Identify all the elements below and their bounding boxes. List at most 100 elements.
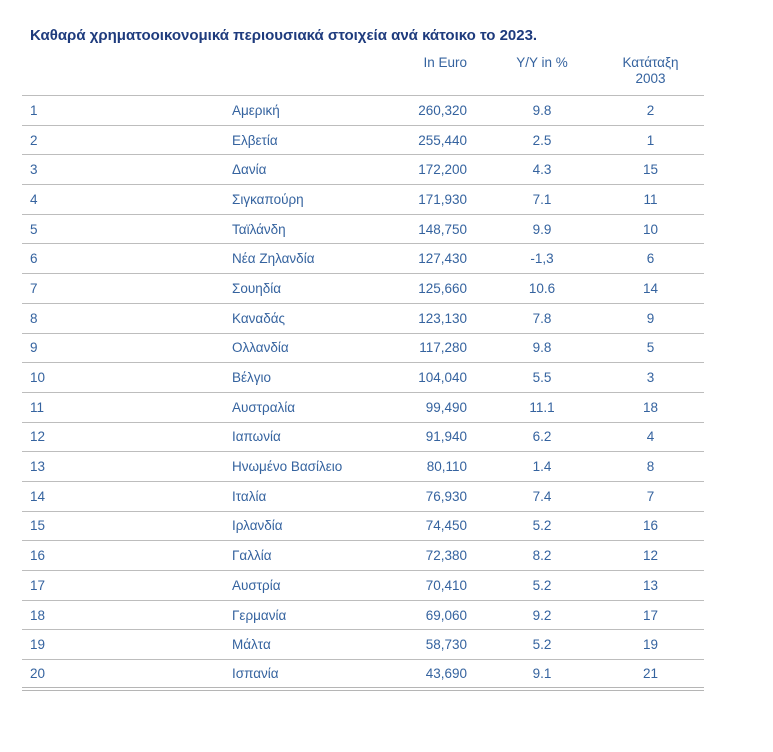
euro-value-cell: 127,430 [380, 243, 467, 275]
rank-2003-cell: 21 [642, 666, 659, 682]
euro-value-cell: 123,130 [380, 303, 467, 334]
yoy-value-cell: 10.6 [467, 273, 617, 304]
table-row: 3 Δανία 172,200 4.3 15 [22, 154, 704, 186]
table-header-row: In Euro Y/Y in % Κατάταξη 2003 [22, 45, 704, 96]
country-cell: Ιαπωνία [232, 422, 380, 453]
rank-2023-cell: 2 [22, 125, 232, 156]
euro-value-cell: 260,320 [380, 95, 467, 126]
country-cell: Μάλτα [232, 629, 380, 661]
rank-2023-cell: 6 [22, 243, 232, 275]
yoy-value-cell: 7.8 [467, 303, 617, 334]
country-cell: Αυστραλία [232, 392, 380, 423]
table-row: 6 Νέα Ζηλανδία 127,430 -1,3 6 [22, 243, 704, 275]
yoy-value-cell: 1.4 [467, 451, 617, 482]
rank-2003-cell: 13 [617, 570, 704, 601]
euro-value-cell: 99,490 [380, 392, 467, 423]
table-row: 1 Αμερική 260,320 9.8 2 [22, 95, 704, 126]
column-header-rank-blank [22, 45, 232, 96]
rank-2003-cell: 17 [617, 600, 704, 631]
rank-2003-cell: 11 [617, 184, 704, 215]
table-row: 16 Γαλλία 72,380 8.2 12 [22, 540, 704, 571]
country-cell: Ελβετία [232, 125, 380, 156]
rank-2023-cell: 12 [22, 422, 232, 453]
rank-2003-cell: 7 [617, 481, 704, 512]
rank-2023-cell: 9 [22, 333, 232, 364]
euro-value-cell: 148,750 [380, 214, 467, 245]
column-header-rank-2003-line2: 2003 [635, 71, 666, 86]
page-title: Καθαρά χρηματοοικονομικά περιουσιακά στο… [30, 27, 538, 44]
yoy-value-cell: -1,3 [467, 243, 617, 275]
country-cell: Ολλανδία [232, 333, 380, 364]
rank-2003-cell: 15 [617, 154, 704, 186]
table-row: 9 Ολλανδία 117,280 9.8 5 [22, 333, 704, 364]
euro-value-cell: 69,060 [380, 600, 467, 631]
country-cell: Αυστρία [232, 570, 380, 601]
euro-value-cell: 72,380 [380, 540, 467, 571]
rank-2003-cell: 19 [617, 629, 704, 661]
rank-2003-cell: 9 [617, 303, 704, 334]
rank-2023-cell: 11 [22, 392, 232, 423]
table-row: 10 Βέλγιο 104,040 5.5 3 [22, 362, 704, 393]
rank-2003-cell: 5 [617, 333, 704, 364]
rank-2023-cell: 7 [22, 273, 232, 304]
table-row: 13 Ηνωμένο Βασίλειο 80,110 1.4 8 [22, 451, 704, 482]
rank-2003-cell: 4 [617, 422, 704, 453]
yoy-value-cell: 11.1 [467, 392, 617, 423]
yoy-value-cell: 5.5 [467, 362, 617, 393]
rank-2003-cell: 8 [617, 451, 704, 482]
country-cell: Καναδάς [232, 303, 380, 334]
yoy-value-cell: 8.2 [467, 540, 617, 571]
country-cell: Ηνωμένο Βασίλειο [232, 451, 380, 482]
euro-value-cell: 76,930 [380, 481, 467, 512]
rank-2023-cell: 16 [22, 540, 232, 571]
yoy-value-cell: 5.2 [467, 570, 617, 601]
table-row: 20 Ισπανία 43,690 9.1 21 [22, 660, 704, 690]
country-cell: Ιταλία [232, 481, 380, 512]
table-row: 12 Ιαπωνία 91,940 6.2 4 [22, 422, 704, 453]
table-row: 11 Αυστραλία 99,490 11.1 18 [22, 392, 704, 423]
rank-2003-cell: 2 [617, 95, 704, 126]
yoy-value-cell: 7.1 [467, 184, 617, 215]
rank-2023-cell: 4 [22, 184, 232, 215]
country-cell: Βέλγιο [232, 362, 380, 393]
rank-2023-cell: 5 [22, 214, 232, 245]
country-cell: Σουηδία [232, 273, 380, 304]
rank-2023-cell: 18 [22, 600, 232, 631]
euro-value-cell: 104,040 [380, 362, 467, 393]
table-body: 1 Αμερική 260,320 9.8 2 2 Ελβετία 255,44… [22, 95, 704, 690]
table-row: 7 Σουηδία 125,660 10.6 14 [22, 273, 704, 304]
rank-2003-cell: 1 [617, 125, 704, 156]
euro-value-cell: 172,200 [380, 154, 467, 186]
country-cell: Νέα Ζηλανδία [232, 243, 380, 275]
euro-value-cell: 117,280 [380, 333, 467, 364]
rank-2023-cell: 17 [22, 570, 232, 601]
euro-value-cell: 91,940 [380, 422, 467, 453]
rank-2023-cell: 15 [22, 511, 232, 542]
table-row: 2 Ελβετία 255,440 2.5 1 [22, 125, 704, 156]
rank-2023-cell: 19 [22, 629, 232, 661]
country-cell: Ισπανία [232, 666, 279, 682]
rank-2023-cell: 8 [22, 303, 232, 334]
table-row: 8 Καναδάς 123,130 7.8 9 [22, 303, 704, 334]
euro-value-cell: 80,110 [380, 451, 467, 482]
yoy-value-cell: 2.5 [467, 125, 617, 156]
euro-value-cell: 43,690 [425, 666, 467, 682]
country-cell: Σιγκαπούρη [232, 184, 380, 215]
table-row: 15 Ιρλανδία 74,450 5.2 16 [22, 511, 704, 542]
rank-2023-cell: 13 [22, 451, 232, 482]
rank-2003-cell: 10 [617, 214, 704, 245]
rank-2003-cell: 16 [617, 511, 704, 542]
rank-2003-cell: 14 [617, 273, 704, 304]
rank-2003-cell: 18 [617, 392, 704, 423]
yoy-value-cell: 9.8 [467, 95, 617, 126]
column-header-rank-2003-line1: Κατάταξη [622, 55, 679, 70]
yoy-value-cell: 9.1 [532, 666, 552, 682]
euro-value-cell: 58,730 [380, 629, 467, 661]
table-row: 17 Αυστρία 70,410 5.2 13 [22, 570, 704, 601]
yoy-value-cell: 4.3 [467, 154, 617, 186]
rank-2003-cell: 6 [617, 243, 704, 275]
yoy-value-cell: 9.2 [467, 600, 617, 631]
table-row: 4 Σιγκαπούρη 171,930 7.1 11 [22, 184, 704, 215]
rank-2023-cell: 14 [22, 481, 232, 512]
country-cell: Ιρλανδία [232, 511, 380, 542]
